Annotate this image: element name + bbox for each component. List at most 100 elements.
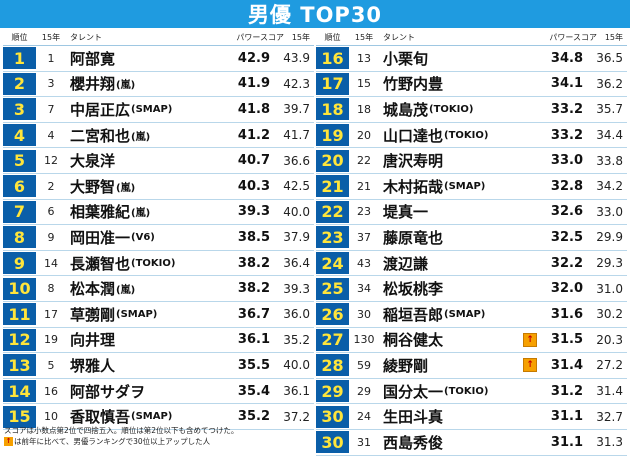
talent-name: 長瀬智也 <box>70 254 131 273</box>
rank-badge: 17 <box>316 72 349 95</box>
header-rank: 順位 <box>324 33 341 42</box>
header-last-year: 15年 <box>604 33 623 42</box>
rank-badge: 8 <box>3 226 36 249</box>
table-row: 20 22 唐沢寿明 33.0 33.8 <box>316 148 627 174</box>
talent-name: 中居正広 <box>70 100 131 119</box>
talent-name-cell: 向井理 <box>66 329 228 350</box>
table-row: 21 21 木村拓哉 (SMAP) 32.8 34.2 <box>316 174 627 200</box>
prev-year-rank: 43 <box>357 256 371 270</box>
table-row: 13 5 堺雅人 35.5 40.0 <box>3 353 314 379</box>
power-score: 39.3 <box>237 204 270 220</box>
last-year-score: 30.2 <box>596 307 623 322</box>
last-year-score: 34.4 <box>596 128 623 143</box>
ranking-table-right: 順位 15年 タレント パワースコア 15年 16 13 小栗旬 34.8 36.5 17… <box>316 30 627 456</box>
power-score: 33.2 <box>550 101 583 117</box>
table-row: 12 19 向井理 36.1 35.2 <box>3 328 314 354</box>
rank-badge: 3 <box>3 98 36 121</box>
power-score: 31.1 <box>550 409 583 425</box>
talent-name: 藤原竜也 <box>383 228 444 247</box>
talent-name-cell: 国分太一 (TOKIO) <box>379 381 541 402</box>
power-score: 35.2 <box>237 409 270 425</box>
talent-name: 小栗旬 <box>383 49 429 68</box>
prev-year-rank: 3 <box>47 77 55 91</box>
table-row: 28 59 綾野剛 ↑ 31.4 27.2 <box>316 353 627 379</box>
talent-name-cell: 竹野内豊 <box>379 73 541 94</box>
talent-name-cell: 櫻井翔 (嵐) <box>66 73 228 94</box>
talent-name: 木村拓哉 <box>383 177 444 196</box>
table-row: 6 2 大野智 (嵐) 40.3 42.5 <box>3 174 314 200</box>
talent-name-cell: 桐谷健太 <box>379 329 523 350</box>
talent-group: (SMAP) <box>444 308 486 320</box>
rank-badge: 15 <box>3 405 36 428</box>
power-score: 34.8 <box>550 50 583 66</box>
power-score: 35.4 <box>237 383 270 399</box>
power-score: 31.2 <box>550 383 583 399</box>
table-row: 3 7 中居正広 (SMAP) 41.8 39.7 <box>3 97 314 123</box>
last-year-score: 29.9 <box>596 230 623 245</box>
power-score: 36.7 <box>237 306 270 322</box>
table-row: 19 20 山口達也 (TOKIO) 33.2 34.4 <box>316 123 627 149</box>
power-score: 33.2 <box>550 127 583 143</box>
prev-year-rank: 20 <box>357 128 371 142</box>
talent-name-cell: 岡田准一 (V6) <box>66 227 228 248</box>
last-year-score: 20.3 <box>596 332 623 347</box>
table-row: 27 130 桐谷健太 ↑ 31.5 20.3 <box>316 328 627 354</box>
power-score: 36.1 <box>237 332 270 348</box>
rank-badge: 12 <box>3 328 36 351</box>
talent-name-cell: 大泉洋 <box>66 150 228 171</box>
last-year-score: 41.7 <box>283 128 310 143</box>
rank-badge: 19 <box>316 124 349 147</box>
rank-badge: 23 <box>316 226 349 249</box>
talent-name-cell: 稲垣吾郎 (SMAP) <box>379 304 541 325</box>
prev-year-rank: 16 <box>44 384 58 398</box>
table-row: 25 34 松坂桃李 32.0 31.0 <box>316 276 627 302</box>
last-year-score: 35.2 <box>283 332 310 347</box>
last-year-score: 35.7 <box>596 102 623 117</box>
rank-badge: 1 <box>3 47 36 70</box>
last-year-score: 32.7 <box>596 409 623 424</box>
last-year-score: 40.0 <box>283 204 310 219</box>
power-score: 41.8 <box>237 101 270 117</box>
last-year-score: 36.1 <box>283 384 310 399</box>
rank-badge: 22 <box>316 200 349 223</box>
talent-name: 国分太一 <box>383 382 444 401</box>
talent-name-cell: 堤真一 <box>379 201 541 222</box>
last-year-score: 31.0 <box>596 281 623 296</box>
footnotes: スコアは小数点第2位で四捨五入。順位は第2位以下も含めてつけた。 ↑ は前年に比… <box>4 425 304 447</box>
prev-year-rank: 17 <box>44 307 58 321</box>
prev-year-rank: 14 <box>44 256 58 270</box>
talent-name-cell: 松坂桃李 <box>379 278 541 299</box>
footnote-up-text: は前年に比べて、男優ランキングで30位以上アップした人 <box>14 437 211 446</box>
prev-year-rank: 6 <box>47 205 55 219</box>
talent-name: 草彅剛 <box>70 305 116 324</box>
talent-name-cell: 相葉雅紀 (嵐) <box>66 201 228 222</box>
table-row: 8 9 岡田准一 (V6) 38.5 37.9 <box>3 225 314 251</box>
talent-name: 大野智 <box>70 177 116 196</box>
prev-year-rank: 18 <box>357 102 371 116</box>
last-year-score: 27.2 <box>596 358 623 373</box>
talent-group: (TOKIO) <box>444 129 489 141</box>
power-score: 41.9 <box>237 76 270 92</box>
talent-name-cell: 山口達也 (TOKIO) <box>379 125 541 146</box>
talent-name: 渡辺謙 <box>383 254 429 273</box>
prev-year-rank: 10 <box>44 410 58 424</box>
prev-year-rank: 30 <box>357 307 371 321</box>
talent-group: (TOKIO) <box>131 257 176 269</box>
table-row: 23 37 藤原竜也 32.5 29.9 <box>316 225 627 251</box>
last-year-score: 33.8 <box>596 153 623 168</box>
talent-name-cell: 木村拓哉 (SMAP) <box>379 176 541 197</box>
table-row: 10 8 松本潤 (嵐) 38.2 39.3 <box>3 276 314 302</box>
rank-badge: 30 <box>316 431 349 454</box>
prev-year-rank: 24 <box>357 410 371 424</box>
talent-name-cell: 生田斗真 <box>379 406 541 427</box>
rank-badge: 9 <box>3 252 36 275</box>
talent-name: 二宮和也 <box>70 126 131 145</box>
prev-year-rank: 9 <box>47 230 55 244</box>
last-year-score: 29.3 <box>596 256 623 271</box>
prev-year-rank: 21 <box>357 179 371 193</box>
table-row: 17 15 竹野内豊 34.1 36.2 <box>316 72 627 98</box>
power-score: 32.5 <box>550 229 583 245</box>
power-score: 41.2 <box>237 127 270 143</box>
power-score: 32.8 <box>550 178 583 194</box>
last-year-score: 42.5 <box>283 179 310 194</box>
